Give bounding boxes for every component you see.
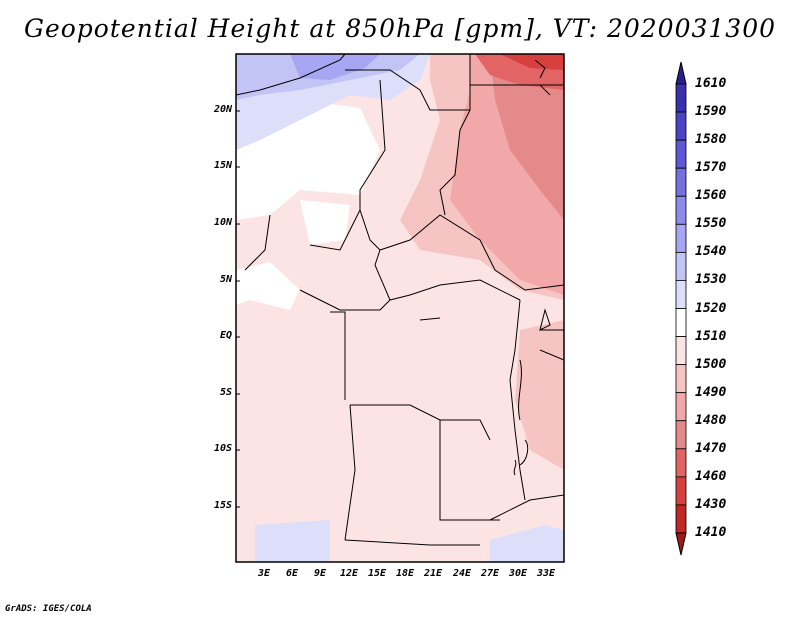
field-blue-south [255,520,330,562]
height-field [236,54,564,562]
lon-label-33e: 33E [536,568,556,579]
colorbar-band [675,195,687,225]
field-red-dark [490,54,564,220]
colorbar-label: 1570 [695,160,727,176]
colorbar-label: 1520 [695,300,727,316]
grads-credit: GrADS: IGES/COLA [5,604,92,614]
field-white-patch [300,200,350,245]
colorbar-label: 1610 [695,76,727,91]
colorbar-label: 1550 [695,216,727,232]
axis-ticks [236,110,240,508]
colorbar-band [675,336,687,366]
lakes-and-coast [419,59,551,476]
lon-label-18e: 18E [395,568,415,579]
lon-label-6e: 6E [285,568,299,579]
colorbar-bottom-arrow [675,532,687,556]
field-blue-dark [290,54,380,80]
field-white-coast [236,262,300,310]
colorbar-band [675,83,687,113]
colorbar-band [675,504,687,534]
lon-label-27e: 27E [480,568,500,579]
lon-label-21e: 21E [423,568,443,579]
colorbar-band [675,251,687,281]
colorbar-band [675,420,687,450]
colorbar-label: 1580 [695,132,727,148]
colorbar-label: 1560 [695,188,727,204]
colorbar-top-arrow [675,61,687,85]
lon-label-15e: 15E [367,568,387,579]
map-title: Geopotential Height at 850hPa [gpm], VT:… [23,14,777,43]
colorbar-band [675,308,687,337]
colorbar-band [675,139,687,169]
colorbar-label: 1410 [695,525,727,540]
colorbar-band [675,280,687,309]
colorbar-label: 1590 [695,104,727,120]
lat-label-10n: 10N [213,217,232,228]
colorbar-band [675,167,687,197]
lat-label-20n: 20N [213,104,232,115]
field-red-east [515,320,564,470]
colorbar-band [675,448,687,478]
colorbar-label: 1430 [695,496,727,512]
colorbar-band [675,476,687,506]
lat-label-5s: 5S [219,387,232,398]
colorbar-band [675,111,687,141]
colorbar-band [675,364,687,394]
colorbar [675,61,687,556]
colorbar-label: 1460 [695,468,727,484]
lon-label-12e: 12E [339,568,359,579]
colorbar-label: 1470 [695,440,727,456]
lat-label-15s: 15S [213,500,232,511]
lon-label-30e: 30E [508,568,528,579]
colorbar-label: 1480 [695,412,727,428]
lon-label-9e: 9E [313,568,327,579]
lat-label-5n: 5N [219,274,232,285]
field-blue-southeast [490,525,564,562]
colorbar-band [675,223,687,253]
lat-label-10s: 10S [213,443,232,454]
colorbar-label: 1510 [695,328,727,344]
map-frame [235,53,565,563]
colorbar-band [675,392,687,422]
lat-label-15n: 15N [213,160,232,171]
lon-label-3e: 3E [257,568,271,579]
lat-label-eq: EQ [219,330,232,341]
colorbar-label: 1490 [695,384,727,400]
colorbar-label: 1540 [695,244,727,260]
colorbar-label: 1500 [695,356,727,372]
field-red-darkest [500,54,564,70]
colorbar-label: 1530 [695,272,727,288]
lon-label-24e: 24E [452,568,472,579]
country-borders [236,54,564,546]
